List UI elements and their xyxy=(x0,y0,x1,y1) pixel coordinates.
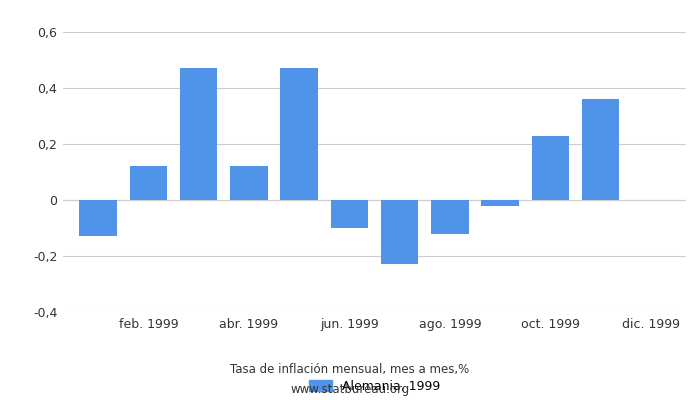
Bar xyxy=(531,136,569,200)
Bar xyxy=(381,200,419,264)
Bar xyxy=(230,166,267,200)
Bar xyxy=(482,200,519,206)
Text: Tasa de inflación mensual, mes a mes,%: Tasa de inflación mensual, mes a mes,% xyxy=(230,364,470,376)
Legend: Alemania, 1999: Alemania, 1999 xyxy=(309,380,440,393)
Bar xyxy=(130,166,167,200)
Bar xyxy=(280,68,318,200)
Bar xyxy=(180,68,218,200)
Text: www.statbureau.org: www.statbureau.org xyxy=(290,384,410,396)
Bar xyxy=(582,99,620,200)
Bar xyxy=(330,200,368,228)
Bar xyxy=(431,200,469,234)
Bar xyxy=(79,200,117,236)
